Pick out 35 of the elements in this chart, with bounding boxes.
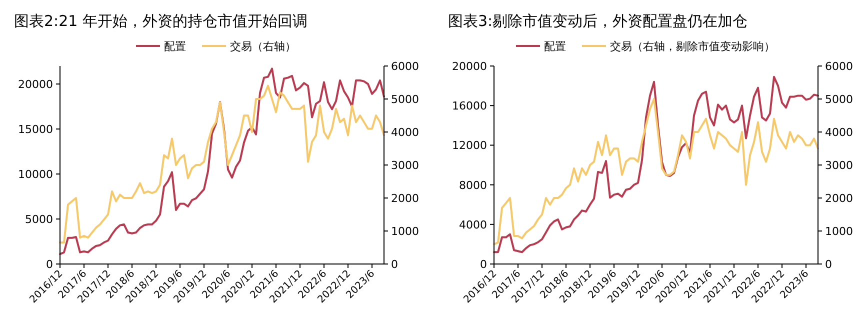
legend-label: 配置 xyxy=(544,40,566,53)
y2-tick-label: 4000 xyxy=(391,126,419,139)
line-series xyxy=(493,98,819,246)
y-tick-label: 4000 xyxy=(459,218,487,232)
y2-tick-label: 2000 xyxy=(825,192,853,205)
y2-tick-label: 5000 xyxy=(825,93,853,106)
y2-tick-label: 5000 xyxy=(391,93,419,106)
y-tick-label: 20000 xyxy=(452,60,487,73)
chart-title: 图表2:21 年开始，外资的持仓市值开始回调 xyxy=(14,12,308,30)
y-tick-label: 0 xyxy=(480,258,487,271)
legend-label: 交易（右轴） xyxy=(230,40,296,53)
y-tick-label: 15000 xyxy=(18,123,53,136)
y-tick-label: 10000 xyxy=(18,168,53,181)
legend-label: 配置 xyxy=(164,40,186,53)
y-tick-label: 12000 xyxy=(452,139,487,152)
line-series xyxy=(59,68,385,256)
chart-title: 图表3:剔除市值变动后，外资配置盘仍在加仓 xyxy=(448,12,748,30)
y-tick-label: 8000 xyxy=(459,178,487,192)
y2-tick-label: 3000 xyxy=(825,159,853,172)
y2-tick-label: 2000 xyxy=(391,192,419,205)
y2-tick-label: 1000 xyxy=(825,225,853,238)
y2-tick-label: 6000 xyxy=(391,60,419,73)
y2-tick-label: 4000 xyxy=(825,126,853,139)
line-series xyxy=(59,84,385,244)
y-tick-label: 5000 xyxy=(25,213,53,226)
y2-tick-label: 0 xyxy=(825,258,832,271)
y-tick-label: 16000 xyxy=(452,100,487,113)
y2-tick-label: 6000 xyxy=(825,60,853,73)
line-series xyxy=(493,76,819,254)
y2-tick-label: 3000 xyxy=(391,159,419,172)
y-tick-label: 20000 xyxy=(18,78,53,91)
y2-tick-label: 1000 xyxy=(391,225,419,238)
legend-label: 交易（右轴，剔除市值变动影响） xyxy=(610,40,775,53)
y2-tick-label: 0 xyxy=(391,258,398,271)
y-tick-label: 0 xyxy=(46,258,53,271)
